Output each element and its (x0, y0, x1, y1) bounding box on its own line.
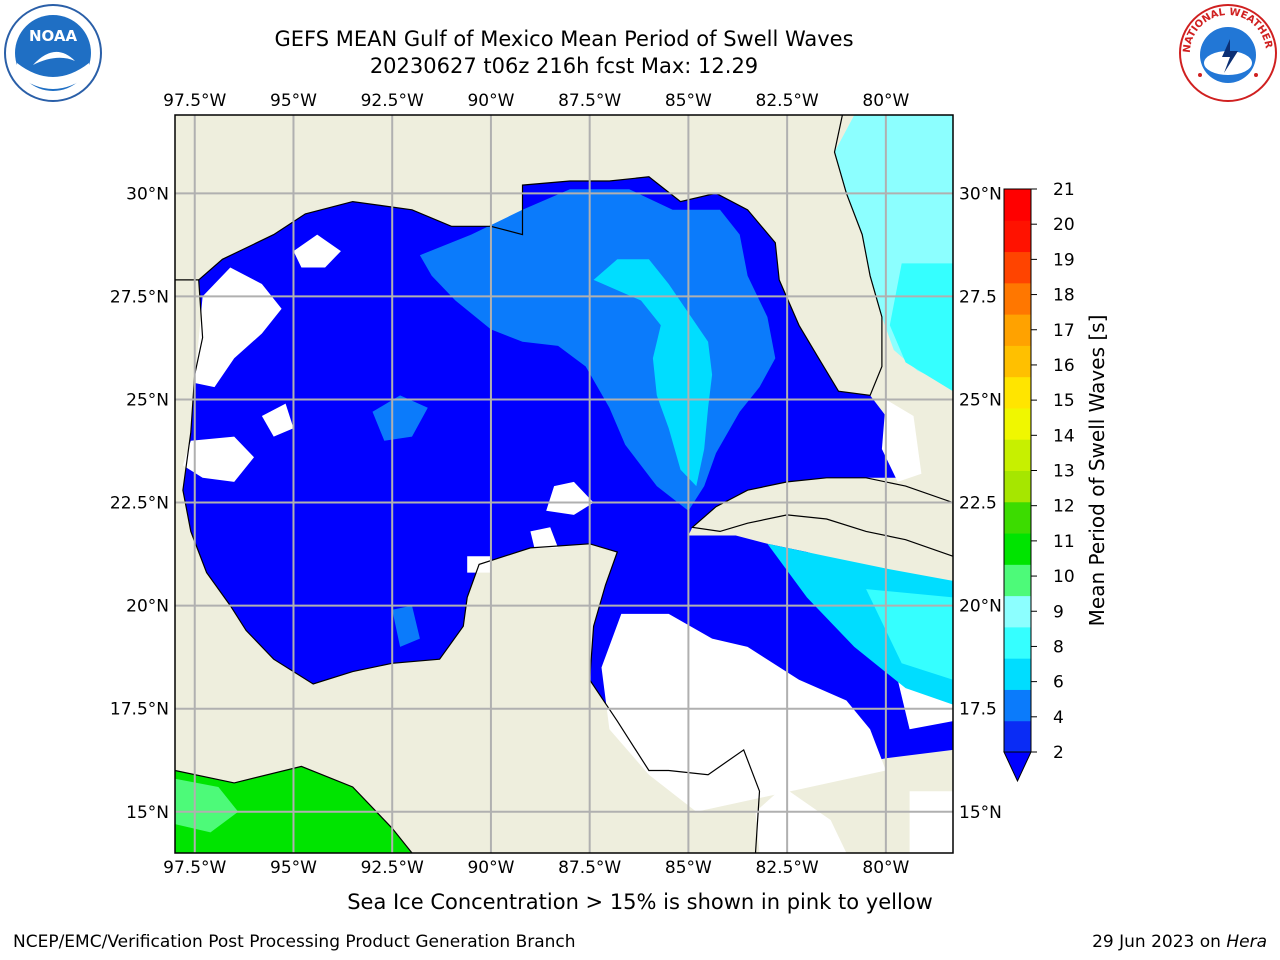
colorbar-tick-label: 12 (1053, 497, 1075, 517)
colorbar-tick-label: 19 (1053, 250, 1075, 270)
lon-label-top: 92.5°W (361, 91, 424, 111)
colorbar-segment (1004, 470, 1031, 503)
mexico-coastline (175, 279, 761, 853)
colorbar-tick-label: 9 (1053, 602, 1064, 622)
no-data-patch (530, 527, 559, 548)
colorbar-segment (1004, 564, 1031, 597)
swell-2-4s-patch (372, 395, 428, 441)
lat-label-right: 25°N (959, 390, 1002, 410)
lon-label-top: 95°W (270, 91, 317, 111)
colorbar-segment (1004, 689, 1031, 722)
swell-9-10s-pacific (175, 778, 239, 833)
colorbar-segment (1004, 439, 1031, 471)
colorbar-tick-label: 20 (1053, 215, 1075, 235)
colorbar-segment (1004, 501, 1031, 534)
no-data-patch (546, 481, 594, 515)
sea-ice-note: Sea Ice Concentration > 15% is shown in … (347, 890, 933, 914)
colorbar-segment (1004, 658, 1031, 690)
colorbar-segment (1004, 595, 1031, 628)
lon-label-top: 97.5°W (163, 91, 226, 111)
lat-label-right: 17.5 (959, 700, 997, 720)
colorbar-segment (1004, 314, 1031, 346)
colorbar-segment (1004, 282, 1031, 315)
lon-label-top: 82.5°W (756, 91, 819, 111)
lat-label-left: 27.5°N (110, 287, 169, 307)
colorbar-tick-label: 18 (1053, 286, 1075, 306)
colorbar-tick-label: 11 (1053, 532, 1075, 552)
colorbar-segment (1004, 345, 1031, 378)
colorbar-segment (1004, 189, 1031, 221)
lat-label-right: 30°N (959, 184, 1002, 204)
swell-6-8s-atlantic (889, 263, 953, 392)
no-data-patch (293, 234, 341, 268)
lon-label-top: 85°W (665, 91, 712, 111)
colorbar-tick-label: 10 (1053, 567, 1075, 587)
colorbar-tick-label: 2 (1053, 743, 1064, 763)
colorbar-segment (1004, 376, 1031, 409)
lon-label-top: 87.5°W (558, 91, 621, 111)
lon-label-bottom: 90°W (467, 858, 514, 878)
lon-label-bottom: 92.5°W (361, 858, 424, 878)
cuba-coastline (691, 477, 953, 557)
colorbar-segment (1004, 251, 1031, 284)
lon-label-bottom: 87.5°W (558, 858, 621, 878)
colorbar-label: Mean Period of Swell Waves [s] (1085, 315, 1109, 627)
swell-2-4s-patch (392, 605, 420, 647)
colorbar-tick-label: 21 (1053, 180, 1075, 200)
footer-right: 29 Jun 2023 on Hera (1092, 932, 1267, 952)
no-data-patch (881, 399, 922, 482)
colorbar-segment (1004, 533, 1031, 565)
footer-left: NCEP/EMC/Verification Post Processing Pr… (13, 932, 576, 952)
lon-label-bottom: 97.5°W (163, 858, 226, 878)
lat-label-right: 15°N (959, 803, 1002, 823)
cuba-land (692, 477, 953, 557)
colorbar-segment (1004, 720, 1031, 753)
lon-label-bottom: 82.5°W (756, 858, 819, 878)
lat-label-right: 22.5 (959, 494, 997, 514)
colorbar-under-arrow (1003, 751, 1032, 783)
swell-6-8s-caribbean (866, 589, 953, 680)
lat-label-left: 30°N (126, 184, 169, 204)
no-data-patch (261, 403, 294, 437)
noaa-logo: NOAA (4, 4, 102, 102)
lon-label-bottom: 80°W (862, 858, 909, 878)
colorbar-tick-label: 6 (1053, 673, 1064, 693)
colorbar-tick-label: 17 (1053, 321, 1075, 341)
colorbar-segment (1004, 220, 1031, 253)
chart-title: GEFS MEAN Gulf of Mexico Mean Period of … (274, 27, 854, 51)
colorbar-tick-label: 4 (1053, 708, 1064, 728)
colorbar-tick-label: 13 (1053, 462, 1075, 482)
no-data-patch (909, 791, 953, 853)
svg-text:NOAA: NOAA (29, 27, 78, 45)
lon-label-top: 90°W (467, 91, 514, 111)
map-area (175, 115, 953, 853)
colorbar-tick-label: 15 (1053, 391, 1075, 411)
colorbar-tick-label: 16 (1053, 356, 1075, 376)
chart-subtitle: 20230627 t06z 216h fcst Max: 12.29 (369, 54, 759, 78)
lat-label-right: 27.5 (959, 287, 997, 307)
colorbar-segment (1004, 626, 1031, 659)
no-data-patch (755, 787, 847, 853)
lon-label-bottom: 85°W (665, 858, 712, 878)
no-data-patch (601, 613, 886, 812)
colorbar-tick-label: 8 (1053, 637, 1064, 657)
lat-label-left: 22.5°N (110, 494, 169, 514)
pacific-coastline (175, 765, 413, 853)
lat-label-left: 15°N (126, 803, 169, 823)
lon-label-top: 80°W (862, 91, 909, 111)
lon-label-bottom: 95°W (270, 858, 317, 878)
colorbar-segment (1004, 407, 1031, 440)
lat-label-left: 20°N (126, 597, 169, 617)
nws-logo: NATIONAL WEATHER SERVICE (1178, 3, 1277, 102)
swell-4-6s-region (593, 259, 713, 487)
colorbar-tick-label: 14 (1053, 426, 1075, 446)
lat-label-right: 20°N (959, 597, 1002, 617)
lat-label-left: 17.5°N (110, 700, 169, 720)
map-frame (174, 114, 954, 854)
no-data-patch (182, 436, 254, 482)
lat-label-left: 25°N (126, 390, 169, 410)
